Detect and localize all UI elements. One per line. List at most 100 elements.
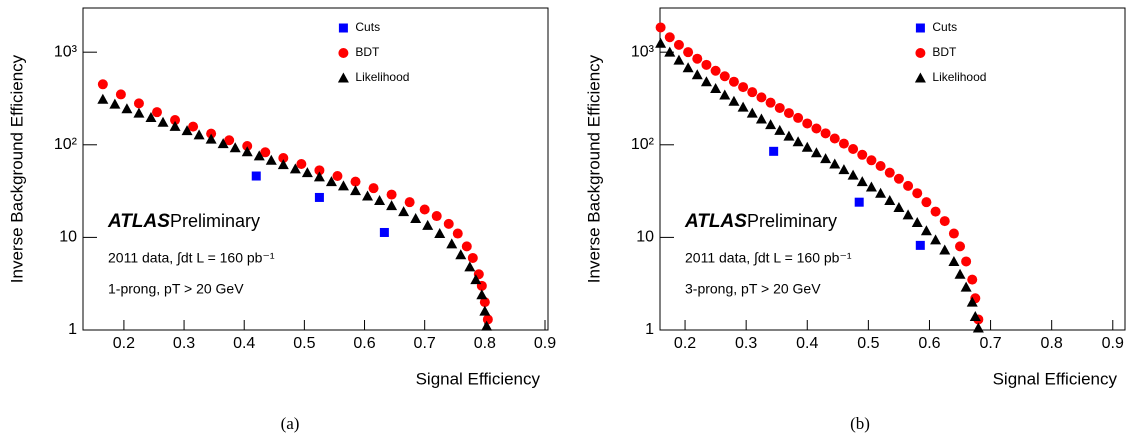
legend-marker (914, 72, 926, 83)
marker (710, 65, 721, 76)
marker (350, 185, 362, 196)
legend-label: Likelihood (355, 70, 409, 84)
marker (848, 144, 859, 155)
marker (893, 173, 904, 184)
marker (810, 147, 822, 158)
marker (482, 314, 493, 325)
marker (121, 103, 133, 114)
y-tick-label: 1 (645, 321, 654, 338)
marker (419, 204, 430, 215)
marker (260, 147, 271, 158)
marker (719, 71, 730, 82)
marker (838, 138, 849, 149)
marker (960, 281, 972, 292)
caption: (b) (850, 414, 870, 433)
marker (133, 107, 145, 118)
marker (854, 197, 864, 207)
y-tick-label: 10² (631, 136, 655, 153)
legend-label: Cuts (355, 20, 380, 34)
marker (746, 107, 758, 118)
legend-label: BDT (932, 45, 957, 59)
marker (747, 87, 758, 98)
x-tick-label: 0.6 (353, 335, 375, 352)
marker (972, 322, 984, 333)
x-tick-label: 0.9 (1102, 335, 1124, 352)
marker (865, 181, 877, 192)
marker (337, 180, 349, 191)
marker (251, 171, 261, 181)
marker (655, 22, 666, 33)
plot-frame (659, 7, 1126, 331)
marker (802, 118, 813, 129)
marker (765, 119, 777, 130)
marker (884, 167, 895, 178)
marker (673, 54, 685, 65)
y-axis-label: Inverse Background Efficiency (584, 54, 603, 283)
y-tick-label: 10² (54, 136, 78, 153)
marker (673, 39, 684, 50)
marker (820, 128, 831, 139)
annotation: 2011 data, ∫dt L = 160 pb⁻¹ (108, 250, 275, 266)
marker (289, 163, 301, 174)
y-tick-label: 1 (68, 321, 77, 338)
marker (350, 176, 361, 187)
annotation: 1-prong, pT > 20 GeV (108, 281, 244, 297)
marker (682, 62, 694, 73)
x-tick-label: 0.2 (113, 335, 135, 352)
x-tick-label: 0.9 (534, 335, 556, 352)
marker (314, 192, 324, 202)
x-tick-label: 0.6 (918, 335, 940, 352)
marker (920, 225, 932, 236)
marker (242, 141, 253, 152)
marker (476, 289, 488, 300)
marker (801, 141, 813, 152)
marker (386, 189, 397, 200)
marker (431, 211, 442, 222)
marker (169, 120, 181, 131)
annotation: Preliminary (747, 211, 837, 231)
marker (109, 98, 121, 109)
x-tick-label: 0.3 (173, 335, 195, 352)
x-tick-label: 0.7 (414, 335, 436, 352)
legend-marker (915, 48, 926, 58)
marker (313, 171, 325, 182)
marker (664, 32, 675, 43)
marker (866, 155, 877, 166)
marker (783, 130, 795, 141)
marker (481, 320, 493, 331)
marker (217, 138, 229, 149)
marker (97, 79, 108, 90)
marker (719, 89, 731, 100)
y-tick-label: 10³ (631, 43, 655, 60)
marker (301, 167, 313, 178)
marker (967, 274, 978, 285)
marker (921, 197, 932, 208)
marker (756, 92, 767, 103)
marker (912, 188, 923, 199)
y-axis-label: Inverse Background Efficiency (7, 54, 26, 283)
y-tick-label: 10 (59, 229, 77, 246)
annotation: Preliminary (170, 211, 260, 231)
marker (314, 165, 325, 176)
marker (911, 216, 923, 227)
x-axis-label: Signal Efficiency (416, 369, 541, 388)
marker (700, 76, 712, 87)
marker (205, 133, 217, 144)
marker (847, 169, 859, 180)
marker (362, 190, 374, 201)
marker (728, 76, 739, 87)
marker (461, 241, 472, 252)
marker (470, 274, 482, 285)
marker (664, 46, 676, 57)
legend-marker (338, 23, 348, 33)
marker (193, 129, 205, 140)
marker (278, 153, 289, 164)
marker (755, 113, 767, 124)
legend-label: BDT (355, 45, 380, 59)
marker (386, 200, 398, 211)
marker (829, 133, 840, 144)
marker (774, 124, 786, 135)
marker (701, 59, 712, 70)
marker (774, 102, 785, 113)
